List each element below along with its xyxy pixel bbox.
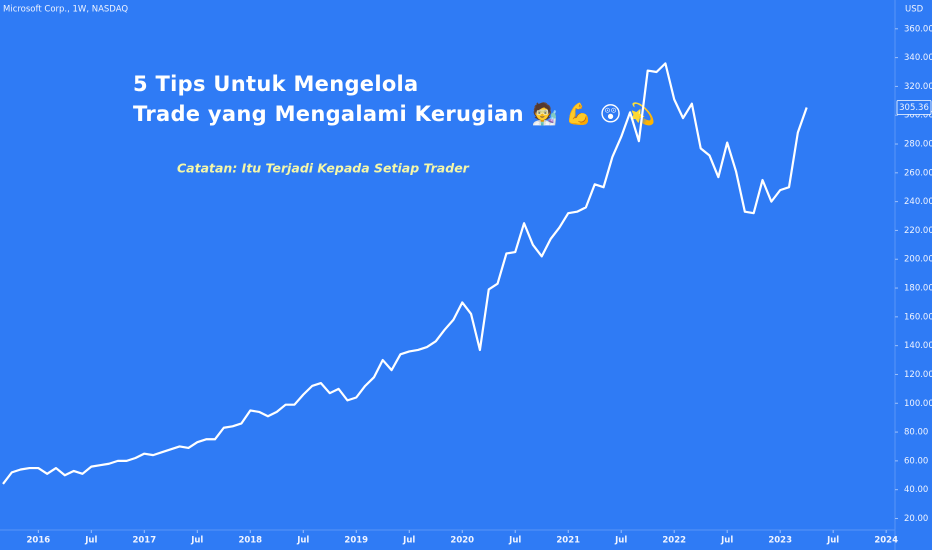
- y-tick-label: 360.00: [904, 24, 932, 34]
- y-tick-label: 240.00: [904, 197, 932, 207]
- x-tick-label: 2021: [556, 536, 580, 546]
- x-tick-label: Jul: [84, 536, 97, 546]
- last-value-box: [896, 100, 932, 115]
- x-tick-label: Jul: [826, 536, 839, 546]
- x-tick-label: 2017: [132, 536, 156, 546]
- subtitle: Catatan: Itu Terjadi Kepada Setiap Trade…: [177, 161, 470, 176]
- y-tick-label: 300.00: [904, 111, 932, 121]
- x-tick-label: 2016: [26, 536, 50, 546]
- title-line: Trade yang Mengalami Kerugian 🧑‍🔬 💪 😲 💫: [133, 101, 656, 127]
- x-tick-label: 2018: [238, 536, 262, 546]
- symbol-header: Microsoft Corp., 1W, NASDAQ: [3, 5, 128, 15]
- y-tick-label: 200.00: [904, 255, 932, 265]
- y-tick-label: 340.00: [904, 53, 932, 63]
- y-tick-label: 280.00: [904, 140, 932, 150]
- y-tick-label: 260.00: [904, 168, 932, 178]
- y-tick-label: 20.00: [904, 514, 928, 524]
- x-tick-label: Jul: [402, 536, 415, 546]
- y-tick-label: 160.00: [904, 312, 932, 322]
- x-tick-label: Jul: [614, 536, 627, 546]
- y-tick-label: 40.00: [904, 485, 928, 495]
- y-tick-label: 220.00: [904, 226, 932, 236]
- y-tick-label: 180.00: [904, 284, 932, 294]
- y-tick-label: 140.00: [904, 341, 932, 351]
- price-line: [2, 62, 808, 485]
- x-tick-label: Jul: [190, 536, 203, 546]
- x-tick-label: Jul: [720, 536, 733, 546]
- title-line: 5 Tips Untuk Mengelola: [133, 72, 419, 96]
- y-tick-label: 120.00: [904, 370, 932, 380]
- last-value-label: 305.36: [899, 103, 929, 113]
- y-tick-label: 320.00: [904, 82, 932, 92]
- y-tick-label: 100.00: [904, 399, 932, 409]
- x-tick-label: 2024: [874, 536, 898, 546]
- x-tick-label: Jul: [508, 536, 521, 546]
- x-tick-label: 2022: [662, 536, 686, 546]
- x-tick-label: 2019: [344, 536, 368, 546]
- x-tick-label: 2023: [768, 536, 792, 546]
- x-tick-label: Jul: [296, 536, 309, 546]
- x-tick-label: 2020: [450, 536, 474, 546]
- y-tick-label: 80.00: [904, 428, 928, 438]
- currency-label: USD: [905, 5, 924, 15]
- y-tick-label: 60.00: [904, 456, 928, 466]
